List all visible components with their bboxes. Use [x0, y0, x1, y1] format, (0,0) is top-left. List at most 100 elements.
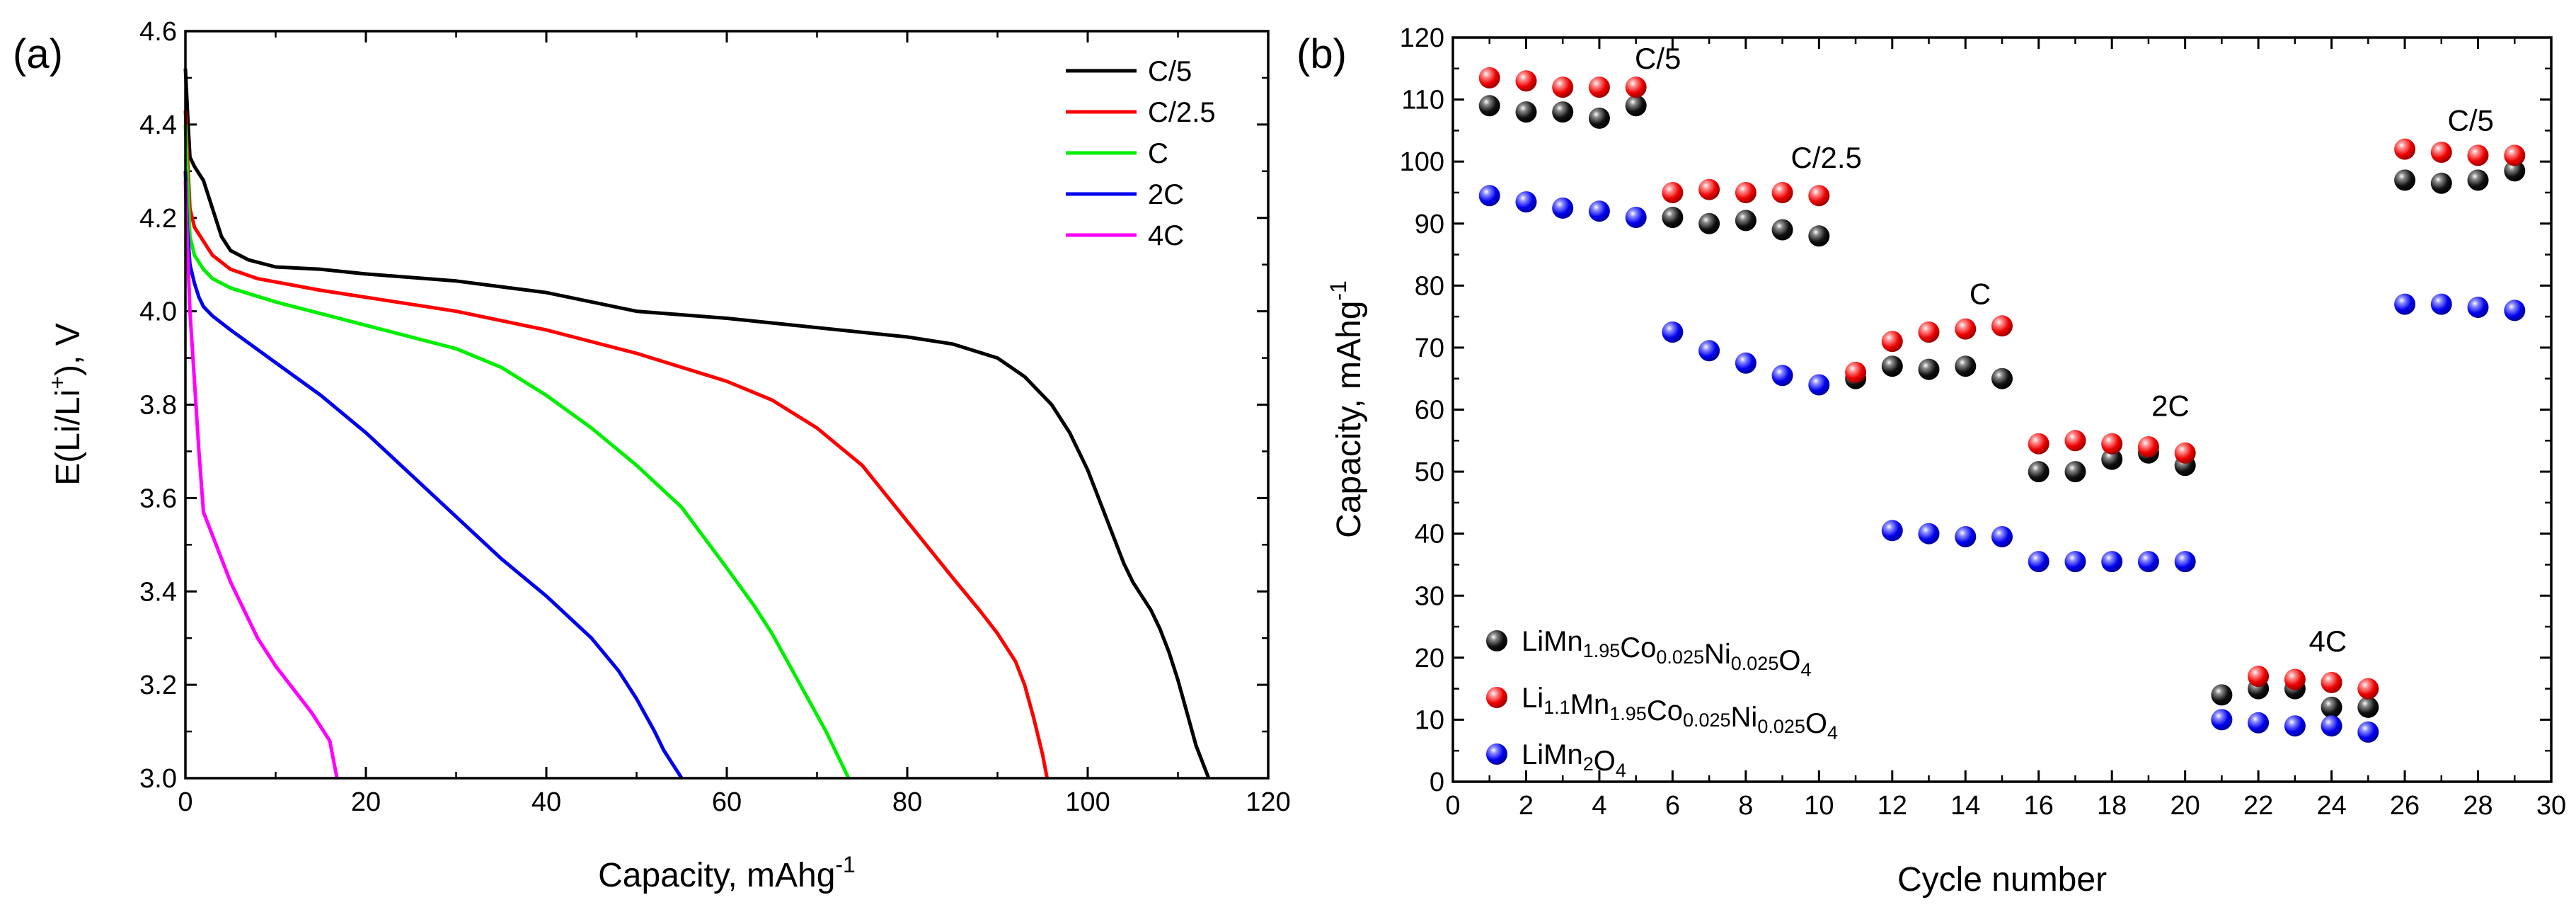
chart-b-y-axis-title: Capacity, mAhg-1	[1326, 280, 1368, 538]
chart-b-rate-capability: 0 2 4 6 8 10 12 14 16 18 20 22 24 26 28 300102030405060…	[1326, 23, 2566, 899]
data-point-li1-1mn1-95co0-025ni0-025o4	[2394, 138, 2416, 160]
chart-a-y-tick-label: 4.2	[139, 204, 177, 234]
data-point-li1-1mn1-95co0-025ni0-025o4	[2248, 666, 2270, 688]
annotation-4c: 4C	[2309, 625, 2347, 658]
data-point-limn2o4	[2174, 551, 2196, 573]
data-point-limn1-95co0-025ni0-025o4	[2467, 169, 2489, 191]
legend-label-subscript: 0.025	[1656, 646, 1704, 668]
chart-b-x-tick-label: 18	[2097, 791, 2127, 821]
data-point-li1-1mn1-95co0-025ni0-025o4	[1918, 321, 1940, 343]
data-point-limn2o4	[2028, 551, 2049, 573]
legend-label-subscript: 0.025	[1683, 709, 1731, 731]
data-point-li1-1mn1-95co0-025ni0-025o4	[1588, 76, 1610, 98]
chart-a-lines	[183, 68, 1211, 780]
panel-label-b: (b)	[1296, 31, 1347, 77]
chart-b-y-axis-title-sup: -1	[1326, 280, 1351, 300]
data-point-limn2o4	[2467, 297, 2489, 318]
chart-b-x-tick-label: 0	[1445, 791, 1460, 821]
legend-label-part: O	[1594, 746, 1616, 777]
legend-label-subscript: 4	[1616, 760, 1626, 781]
data-point-limn2o4	[1552, 197, 1574, 219]
legend-label-subscript: 1.95	[1609, 703, 1647, 724]
annotation-c-5: C/5	[2448, 103, 2494, 137]
chart-b-y-tick-label: 30	[1415, 581, 1444, 611]
data-point-limn2o4	[2211, 709, 2233, 731]
chart-a-y-tick-label: 4.6	[139, 17, 177, 47]
data-point-limn2o4	[1662, 321, 1684, 343]
annotation-c-5: C/5	[1635, 42, 1681, 75]
chart-b-x-tick-label: 10	[1804, 791, 1834, 821]
data-point-limn2o4	[1698, 340, 1720, 362]
chart-a-y-tick-label: 4.0	[139, 297, 177, 327]
chart-b-x-tick-label: 4	[1592, 791, 1606, 821]
series-line-c-5	[183, 68, 1211, 779]
data-point-limn1-95co0-025ni0-025o4	[1918, 358, 1940, 380]
legend-label-part: LiMn	[1522, 739, 1583, 770]
data-point-li1-1mn1-95co0-025ni0-025o4	[2321, 671, 2342, 693]
series-line-4c	[183, 180, 339, 779]
chart-a-x-axis-title-sup: -1	[835, 852, 855, 877]
data-point-limn2o4	[1808, 374, 1830, 396]
chart-a-x-tick-label: 80	[892, 787, 922, 817]
annotation-c-2-5: C/2.5	[1791, 141, 1862, 174]
chart-a-x-tick-label: 20	[351, 787, 381, 817]
chart-a-y-tick-label: 3.4	[139, 577, 177, 607]
chart-a-y-axis-title-sup: +	[45, 376, 70, 389]
legend-label-part: O	[1805, 708, 1827, 739]
legend-label-subscript: 1.1	[1543, 697, 1570, 718]
chart-b-y-tick-label: 110	[1401, 86, 1444, 115]
legend-label-subscript: 0.025	[1757, 716, 1805, 737]
legend-label-c: C	[1148, 138, 1168, 169]
chart-b-points	[1478, 67, 2526, 743]
data-point-limn2o4	[1625, 207, 1647, 228]
data-point-li1-1mn1-95co0-025ni0-025o4	[1845, 361, 1867, 383]
chart-b-x-tick-label: 20	[2170, 791, 2200, 821]
chart-a-discharge-curves: 0 20 40 60 80 100 120 3.0 3.2 3.4 3.6 3.8 4.0 4.2 4.4 4…	[45, 17, 1291, 894]
chart-a-y-axis-title-post: ), V	[50, 323, 87, 376]
legend-label-limn1-95co0-025ni0-025o4: LiMn1.95Co0.025Ni0.025O4	[1522, 626, 1812, 680]
data-point-limn2o4	[1918, 523, 1940, 545]
legend-marker-limn2o4	[1486, 743, 1507, 765]
chart-a-x-tick-label: 0	[178, 787, 192, 817]
legend-label-part: Co	[1647, 695, 1683, 726]
chart-a-x-tick-label: 100	[1065, 787, 1110, 817]
chart-b-y-tick-label: 60	[1415, 396, 1444, 426]
data-point-limn1-95co0-025ni0-025o4	[2028, 461, 2049, 483]
data-point-limn1-95co0-025ni0-025o4	[2394, 169, 2416, 191]
data-point-li1-1mn1-95co0-025ni0-025o4	[1955, 318, 1977, 340]
data-point-limn2o4	[2248, 712, 2270, 734]
data-point-li1-1mn1-95co0-025ni0-025o4	[1991, 315, 2013, 337]
chart-a-x-axis-title: Capacity, mAhg-1	[598, 852, 856, 894]
data-point-li1-1mn1-95co0-025ni0-025o4	[1698, 178, 1720, 200]
chart-b-legend: LiMn1.95Co0.025Ni0.025O4Li1.1Mn1.95Co0.0…	[1486, 626, 1838, 781]
data-point-limn2o4	[2101, 551, 2123, 573]
data-point-li1-1mn1-95co0-025ni0-025o4	[2028, 433, 2049, 455]
panel-label-a: (a)	[13, 31, 63, 77]
data-point-li1-1mn1-95co0-025ni0-025o4	[2101, 433, 2123, 455]
chart-a-frame	[184, 30, 1270, 780]
data-point-limn1-95co0-025ni0-025o4	[2211, 684, 2233, 706]
data-point-limn1-95co0-025ni0-025o4	[1735, 210, 1756, 232]
chart-b-x-tick-label: 30	[2536, 791, 2566, 821]
data-point-limn1-95co0-025ni0-025o4	[1881, 355, 1903, 377]
chart-b-y-tick-label: 50	[1415, 457, 1444, 487]
data-point-limn1-95co0-025ni0-025o4	[1515, 101, 1537, 123]
legend-label-limn2o4: LiMn2O4	[1522, 739, 1626, 781]
legend-label-subscript: 0.025	[1731, 653, 1779, 674]
legend-label-part: Ni	[1704, 639, 1731, 670]
data-point-limn2o4	[1881, 520, 1903, 542]
data-point-limn1-95co0-025ni0-025o4	[2357, 696, 2379, 718]
data-point-li1-1mn1-95co0-025ni0-025o4	[2064, 430, 2086, 452]
chart-b-y-tick-label: 20	[1415, 644, 1444, 673]
legend-label-part: Ni	[1731, 702, 1758, 733]
data-point-li1-1mn1-95co0-025ni0-025o4	[2137, 436, 2159, 457]
chart-a-ticks: 0 20 40 60 80 100 120 3.0 3.2 3.4 3.6 3.8 4.0 4.2 4.4 4…	[139, 17, 1291, 817]
legend-marker-li1-1mn1-95co0-025ni0-025o4	[1486, 687, 1507, 708]
legend-label-part: Li	[1522, 683, 1543, 714]
legend-label-2c: 2C	[1148, 179, 1184, 210]
chart-b-x-tick-label: 6	[1665, 791, 1680, 821]
data-point-limn2o4	[1771, 365, 1793, 387]
data-point-limn1-95co0-025ni0-025o4	[1588, 107, 1610, 129]
chart-a-y-tick-label: 3.2	[139, 671, 177, 700]
